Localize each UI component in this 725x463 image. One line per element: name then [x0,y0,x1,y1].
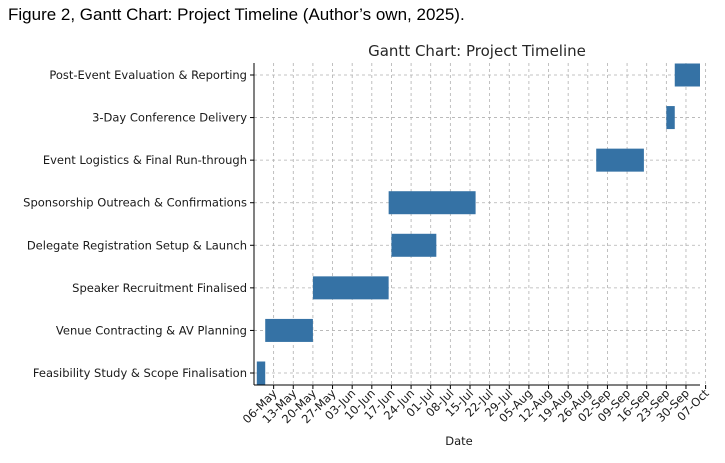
figure-caption: Figure 2, Gantt Chart: Project Timeline … [8,5,465,24]
x-axis-label: Date [445,434,473,448]
task-label: Sponsorship Outreach & Confirmations [23,196,247,210]
task-label: Venue Contracting & AV Planning [56,323,247,337]
task-bar [256,361,266,385]
task-bar [312,276,389,300]
task-label: 3-Day Conference Delivery [92,111,247,125]
task-bar [388,191,476,215]
task-labels: Feasibility Study & Scope Finalisation Ve… [23,68,247,380]
task-bar [391,233,437,257]
x-tick-labels: 06-May13-May20-May27-May03-Jun10-Jun17-J… [240,386,712,426]
task-bar [596,148,644,172]
task-label: Event Logistics & Final Run-through [43,153,247,167]
grid [254,63,707,385]
axes [250,63,707,389]
chart-title: Gantt Chart: Project Timeline [368,42,586,60]
task-bars [256,63,700,385]
task-label: Feasibility Study & Scope Finalisation [33,366,247,380]
task-bar [265,318,313,342]
task-label: Speaker Recruitment Finalised [72,281,247,295]
task-label: Post-Event Evaluation & Reporting [49,68,247,82]
task-label: Delegate Registration Setup & Launch [27,238,247,252]
task-bar [666,106,675,130]
task-bar [674,63,700,87]
